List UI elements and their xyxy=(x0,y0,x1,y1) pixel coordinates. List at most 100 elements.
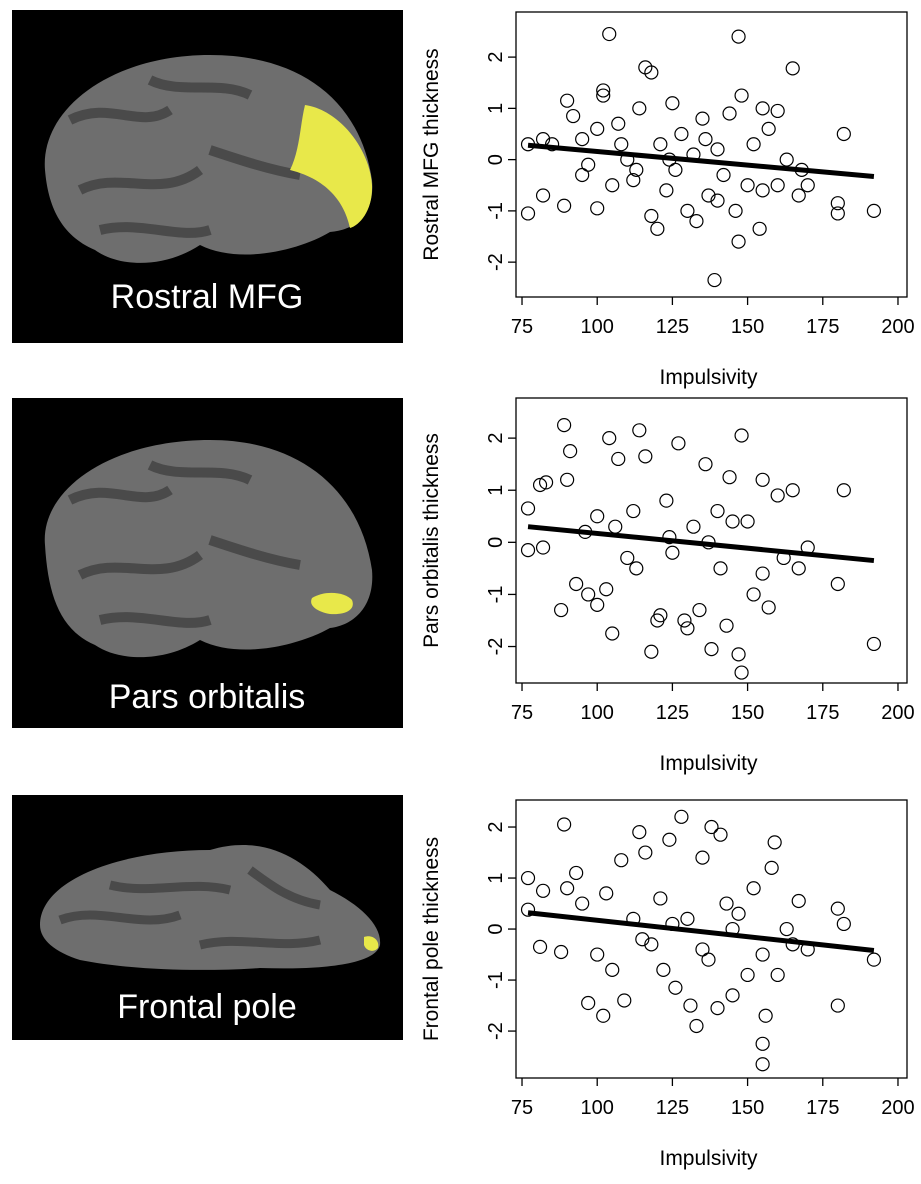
data-point xyxy=(644,937,659,952)
y-tick-label: 2 xyxy=(485,52,507,63)
data-point xyxy=(535,540,551,555)
data-point xyxy=(668,980,683,995)
data-point xyxy=(731,647,746,662)
data-point xyxy=(581,587,596,602)
data-point xyxy=(734,665,749,680)
data-point xyxy=(554,602,569,618)
data-point xyxy=(614,137,629,152)
data-point xyxy=(755,566,770,581)
region-highlight xyxy=(364,936,379,951)
data-point xyxy=(683,998,698,1013)
data-point xyxy=(752,221,767,236)
data-point xyxy=(569,865,584,881)
data-point xyxy=(650,221,665,236)
data-point xyxy=(557,417,572,433)
data-point xyxy=(560,881,575,896)
x-axis-label: Impulsivity xyxy=(659,752,758,775)
data-point xyxy=(791,561,806,576)
y-tick-label: 0 xyxy=(485,154,507,165)
data-point xyxy=(830,901,845,916)
data-point xyxy=(566,108,581,124)
data-point xyxy=(575,167,590,183)
data-point xyxy=(779,152,794,167)
data-point xyxy=(659,493,674,508)
x-tick-label: 100 xyxy=(581,316,614,338)
x-tick-label: 150 xyxy=(731,316,764,338)
data-point xyxy=(674,126,689,142)
data-point xyxy=(662,530,677,545)
sulci xyxy=(58,866,322,950)
data-point xyxy=(554,944,569,960)
data-point xyxy=(836,126,851,142)
data-point xyxy=(770,967,785,983)
data-point xyxy=(779,921,794,937)
data-point xyxy=(575,132,590,147)
data-point xyxy=(791,893,806,909)
data-point xyxy=(659,183,674,198)
data-point xyxy=(520,870,536,886)
data-point xyxy=(719,896,734,911)
data-point xyxy=(629,561,644,576)
data-point xyxy=(698,457,713,472)
data-point xyxy=(662,832,677,847)
y-axis-label: Rostral MFG thickness xyxy=(420,48,443,260)
data-point xyxy=(563,444,578,459)
data-point xyxy=(836,483,851,498)
data-point xyxy=(668,162,683,177)
data-point xyxy=(761,600,776,615)
y-tick-label: 2 xyxy=(485,821,507,832)
x-tick-label: 100 xyxy=(581,702,614,724)
data-point xyxy=(692,602,707,618)
data-point xyxy=(590,201,605,216)
y-tick-label: 0 xyxy=(485,537,507,548)
plot-frame xyxy=(515,799,908,1079)
x-tick-label: 75 xyxy=(511,702,533,724)
data-point xyxy=(767,835,782,850)
data-point xyxy=(535,883,551,898)
data-point xyxy=(599,886,614,901)
data-point xyxy=(605,626,620,641)
x-tick-label: 125 xyxy=(656,316,689,338)
data-point xyxy=(605,962,620,977)
y-tick-label: -1 xyxy=(485,586,507,604)
data-point xyxy=(617,993,632,1008)
data-point xyxy=(557,817,572,832)
data-point xyxy=(644,644,659,659)
data-point xyxy=(620,550,635,566)
data-point xyxy=(731,29,746,44)
x-tick-label: 200 xyxy=(881,316,914,338)
data-point xyxy=(830,576,845,592)
data-point xyxy=(614,853,629,868)
data-point xyxy=(602,26,617,42)
data-point xyxy=(689,214,704,229)
data-point xyxy=(725,514,740,529)
data-point xyxy=(665,96,680,111)
data-point xyxy=(791,188,806,203)
data-point xyxy=(704,819,719,835)
data-point xyxy=(740,178,755,193)
scatter-chart: 75 100 125 150 175 200 -2 -1 0 1 2 Impulsivity Rostr… xyxy=(420,11,915,389)
plot-frame xyxy=(515,11,908,298)
data-point xyxy=(635,932,650,947)
region-label: Frontal pole xyxy=(117,988,297,1026)
data-point xyxy=(680,621,695,636)
data-point xyxy=(626,503,641,519)
data-point xyxy=(532,939,548,955)
x-tick-label: 150 xyxy=(731,702,764,724)
data-point xyxy=(560,472,575,487)
data-point xyxy=(710,142,725,157)
data-point xyxy=(596,88,611,103)
data-point xyxy=(665,545,680,560)
trend-line xyxy=(527,524,875,564)
data-point xyxy=(698,132,713,147)
data-point xyxy=(731,234,746,249)
data-point xyxy=(866,952,882,967)
data-point xyxy=(746,881,761,896)
data-point xyxy=(644,208,659,224)
data-point xyxy=(674,809,689,824)
data-point xyxy=(710,503,725,519)
data-point xyxy=(656,962,671,977)
brain xyxy=(40,844,381,970)
data-point xyxy=(644,65,659,80)
data-point xyxy=(866,636,882,652)
